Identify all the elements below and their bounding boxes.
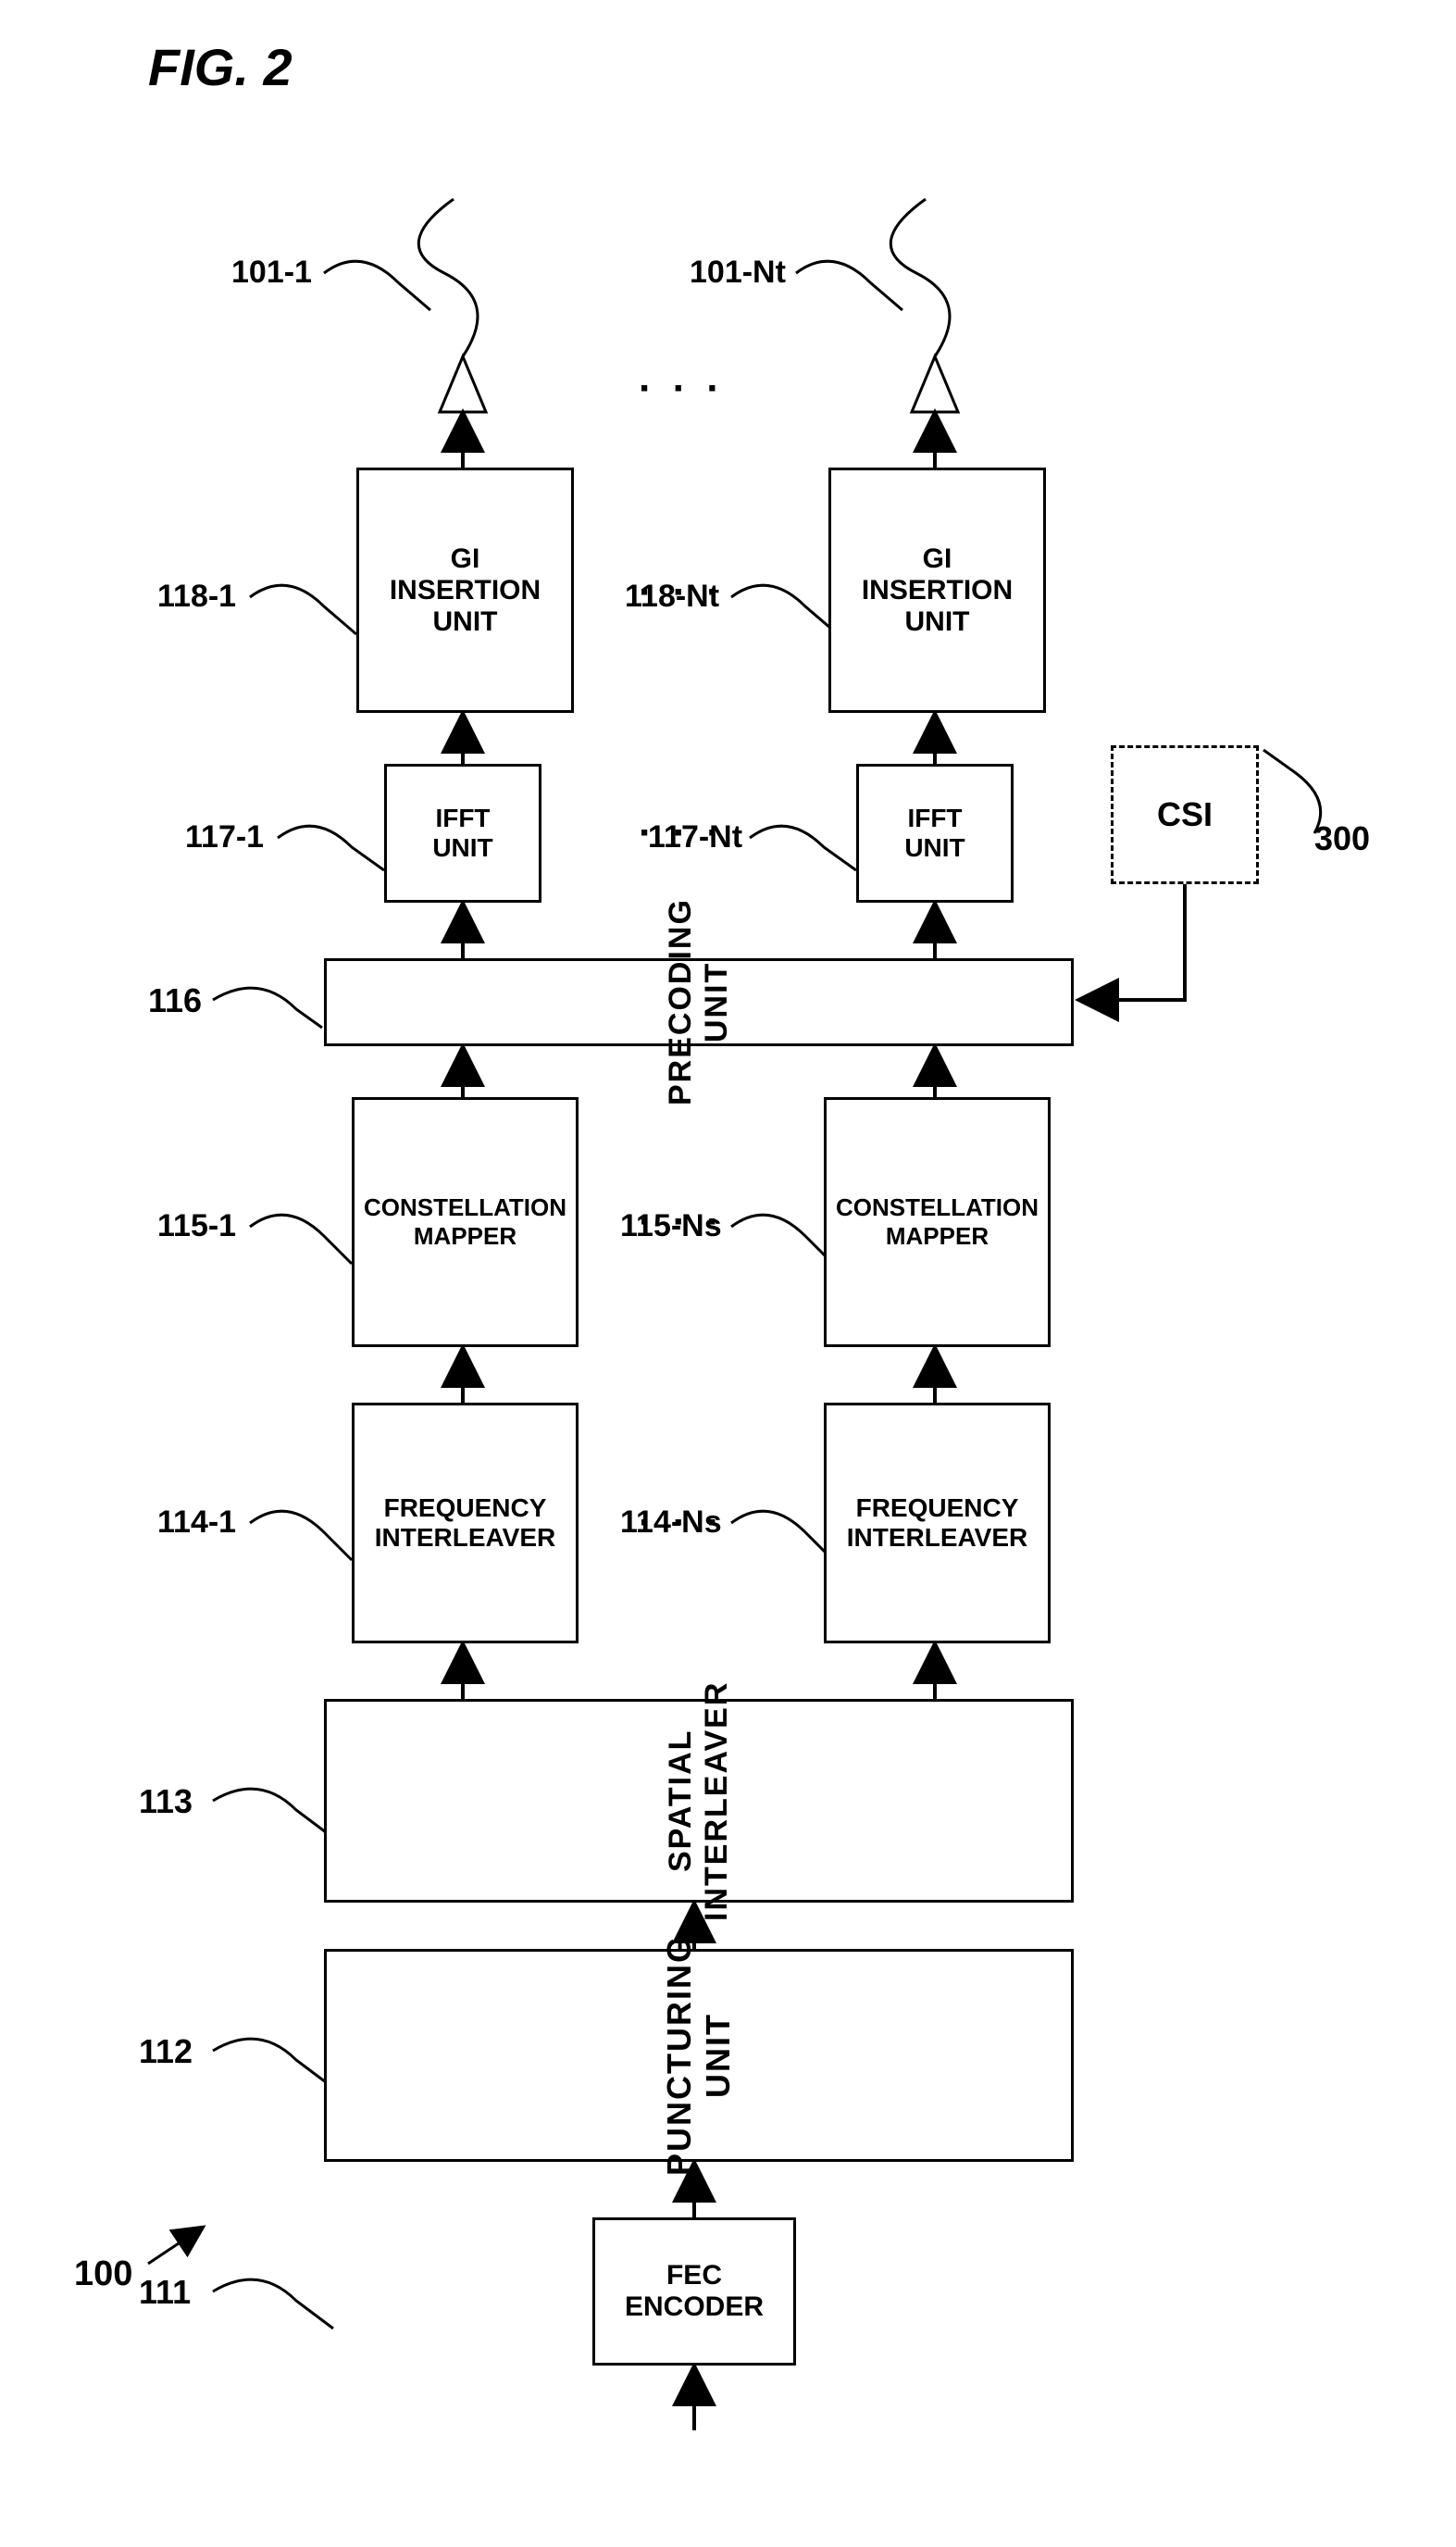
freq-interleaver-n-block: FREQUENCY INTERLEAVER xyxy=(824,1403,1051,1643)
constellation-mapper-1-block: CONSTELLATION MAPPER xyxy=(352,1097,579,1347)
fec-encoder-block: FEC ENCODER xyxy=(592,2217,796,2366)
ref-gi1: 118-1 xyxy=(157,579,236,615)
ref-system: 100 xyxy=(74,2254,132,2294)
ref-constN: 115-Ns xyxy=(620,1208,722,1244)
csi-block: CSI xyxy=(1111,745,1259,884)
ref-ant1: 101-1 xyxy=(231,255,312,291)
ifft-unit-1-block: IFFT UNIT xyxy=(384,764,541,903)
ref-freqN: 114-Ns xyxy=(620,1504,722,1541)
ref-ifft1: 117-1 xyxy=(185,819,264,855)
ref-antN: 101-Nt xyxy=(690,255,786,291)
ref-giN: 118-Nt xyxy=(625,579,719,615)
ellipsis-ant: ··· xyxy=(639,366,740,412)
ref-const1: 115-1 xyxy=(157,1208,236,1244)
ref-fec: 111 xyxy=(139,2273,191,2312)
ref-ifftN: 117-Nt xyxy=(648,819,742,855)
ref-spatial: 113 xyxy=(139,1782,193,1821)
ref-precode: 116 xyxy=(148,981,202,1020)
ref-freq1: 114-1 xyxy=(157,1504,236,1541)
gi-insertion-n-block: GI INSERTION UNIT xyxy=(828,468,1046,713)
freq-interleaver-1-block: FREQUENCY INTERLEAVER xyxy=(352,1403,579,1643)
ref-punct: 112 xyxy=(139,2032,193,2071)
ifft-unit-n-block: IFFT UNIT xyxy=(856,764,1014,903)
puncturing-unit-block: PUNCTURING UNIT xyxy=(324,1949,1074,2162)
spatial-interleaver-block: SPATIAL INTERLEAVER xyxy=(324,1699,1074,1903)
figure-title: FIG. 2 xyxy=(148,37,1437,97)
block-diagram: 100 xyxy=(19,134,1425,2449)
ref-csi: 300 xyxy=(1314,819,1370,858)
constellation-mapper-n-block: CONSTELLATION MAPPER xyxy=(824,1097,1051,1347)
precoding-unit-block: PRECODING UNIT xyxy=(324,958,1074,1046)
gi-insertion-1-block: GI INSERTION UNIT xyxy=(356,468,574,713)
